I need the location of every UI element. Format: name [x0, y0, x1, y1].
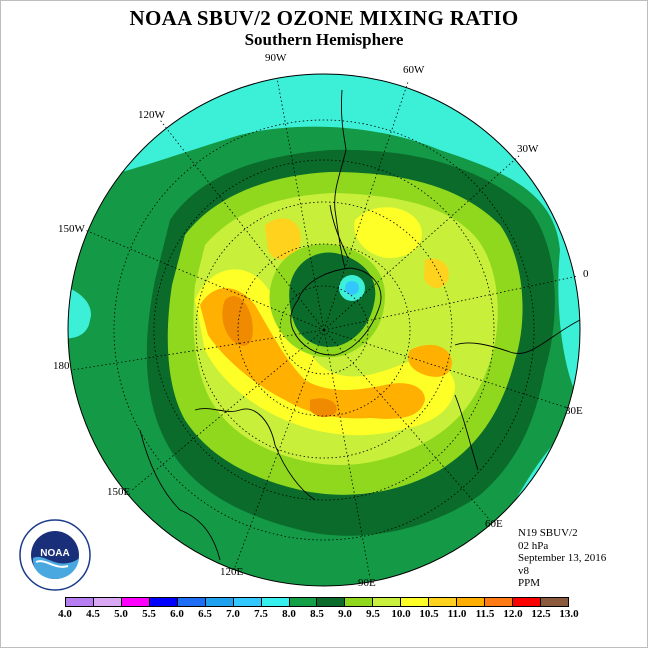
- lon-label-90w: 90W: [265, 52, 287, 64]
- lon-label-60e: 60E: [485, 518, 503, 530]
- lon-label-120e: 120E: [220, 566, 244, 578]
- lon-label-30w: 30W: [517, 143, 539, 155]
- colorbar-segment: [233, 598, 262, 606]
- colorbar-segment: [345, 598, 374, 606]
- colorbar-segment: [149, 598, 178, 606]
- map-subtitle: Southern Hemisphere: [244, 30, 404, 49]
- contour-8.0-8.5-west: [68, 285, 91, 339]
- contour-12.0-12.5-south: [310, 398, 337, 418]
- instrument-label: N19 SBUV/2: [518, 527, 578, 539]
- noaa-logo: NOAA: [19, 519, 91, 591]
- contour-11.5-12.0-east: [408, 344, 452, 377]
- coastlines: [139, 89, 581, 561]
- dataset-info: N19 SBUV/2 02 hPa September 13, 2016 v8 …: [518, 527, 606, 590]
- colorbar-segment: [485, 598, 513, 606]
- colorbar-tick-label: 6.0: [170, 608, 184, 620]
- colorbar-segment: [317, 598, 346, 606]
- lon-label-60w: 60W: [403, 64, 425, 76]
- lon-label-90e: 90E: [358, 577, 376, 589]
- units-label: PPM: [518, 577, 541, 589]
- colorbar-tick-label: 5.5: [142, 608, 156, 620]
- version-label: v8: [518, 564, 529, 577]
- contour-11.0-11.5-northwest: [265, 218, 301, 260]
- colorbar-tick-label: 4.5: [86, 608, 100, 620]
- colorbar-tick-label: 10.5: [419, 608, 439, 620]
- colorbar-segment: [261, 598, 290, 606]
- contour-11.0-11.5-northeast: [424, 258, 449, 289]
- antarctica-coast: [290, 267, 382, 356]
- africa-coast: [454, 319, 581, 354]
- colorbar-tick-label: 4.0: [58, 608, 72, 620]
- colorbar-tick-label: 6.5: [198, 608, 212, 620]
- colorbar-segment: [513, 598, 541, 606]
- pressure-level-label: 02 hPa: [518, 539, 549, 552]
- contour-10.5-11.0-north: [354, 207, 422, 258]
- south-america-coast: [334, 89, 347, 269]
- colorbar-tick-label: 5.0: [114, 608, 128, 620]
- colorbar-tick-label: 7.0: [226, 608, 240, 620]
- colorbar-tick-label: 9.0: [338, 608, 352, 620]
- colorbar-tick-label: 8.0: [282, 608, 296, 620]
- date-label: September 13, 2016: [518, 552, 607, 564]
- colorbar-tick-label: 13.0: [559, 608, 579, 620]
- contour-11.5-12.0: [200, 288, 425, 419]
- lon-label-0: 0: [583, 268, 589, 280]
- colorbar-segment: [177, 598, 206, 606]
- madagascar-coast: [454, 394, 479, 471]
- colorbar-tick-label: 11.0: [447, 608, 467, 620]
- antarctic-peninsula: [329, 204, 349, 259]
- colorbar-segment: [540, 598, 568, 606]
- map-title: NOAA SBUV/2 OZONE MIXING RATIO: [129, 6, 519, 30]
- latitude-circles: [113, 119, 535, 541]
- colorbar-segment: [457, 598, 486, 606]
- colorbar-segment: [429, 598, 458, 606]
- colorbar-tick-label: 12.0: [503, 608, 523, 620]
- colorbar-ticks: 4.0 4.5 5.0 5.5 6.0 6.5 7.0 7.5 8.0 8.5 9.0 9.5 10.0…: [0, 608, 648, 622]
- colorbar-tick-label: 9.5: [366, 608, 380, 620]
- colorbar-segment: [121, 598, 150, 606]
- contour-12.0-12.5: [222, 296, 253, 346]
- colorbar-segment: [289, 598, 318, 606]
- colorbar-segment: [373, 598, 402, 606]
- colorbar-segment: [66, 598, 94, 606]
- colorbar-tick-label: 7.5: [254, 608, 268, 620]
- noaa-logo-text: NOAA: [40, 548, 69, 559]
- lon-label-150w: 150W: [58, 223, 85, 235]
- lon-label-180: 180: [53, 360, 70, 372]
- colorbar: [65, 597, 569, 607]
- new-zealand-coast: [139, 429, 221, 561]
- colorbar-tick-label: 10.0: [391, 608, 411, 620]
- colorbar-tick-label: 8.5: [310, 608, 324, 620]
- colorbar-segment: [205, 598, 234, 606]
- colorbar-tick-label: 11.5: [475, 608, 495, 620]
- lon-label-120w: 120W: [138, 109, 165, 121]
- lon-label-150e: 150E: [107, 486, 131, 498]
- vortex-core-7.5: [345, 281, 359, 295]
- lon-label-30e: 30E: [565, 405, 583, 417]
- australia-coast: [194, 408, 316, 501]
- map-boundary: [67, 73, 581, 587]
- colorbar-segment: [401, 598, 430, 606]
- colorbar-tick-label: 12.5: [531, 608, 551, 620]
- colorbar-segment: [93, 598, 122, 606]
- meridians: [71, 77, 579, 579]
